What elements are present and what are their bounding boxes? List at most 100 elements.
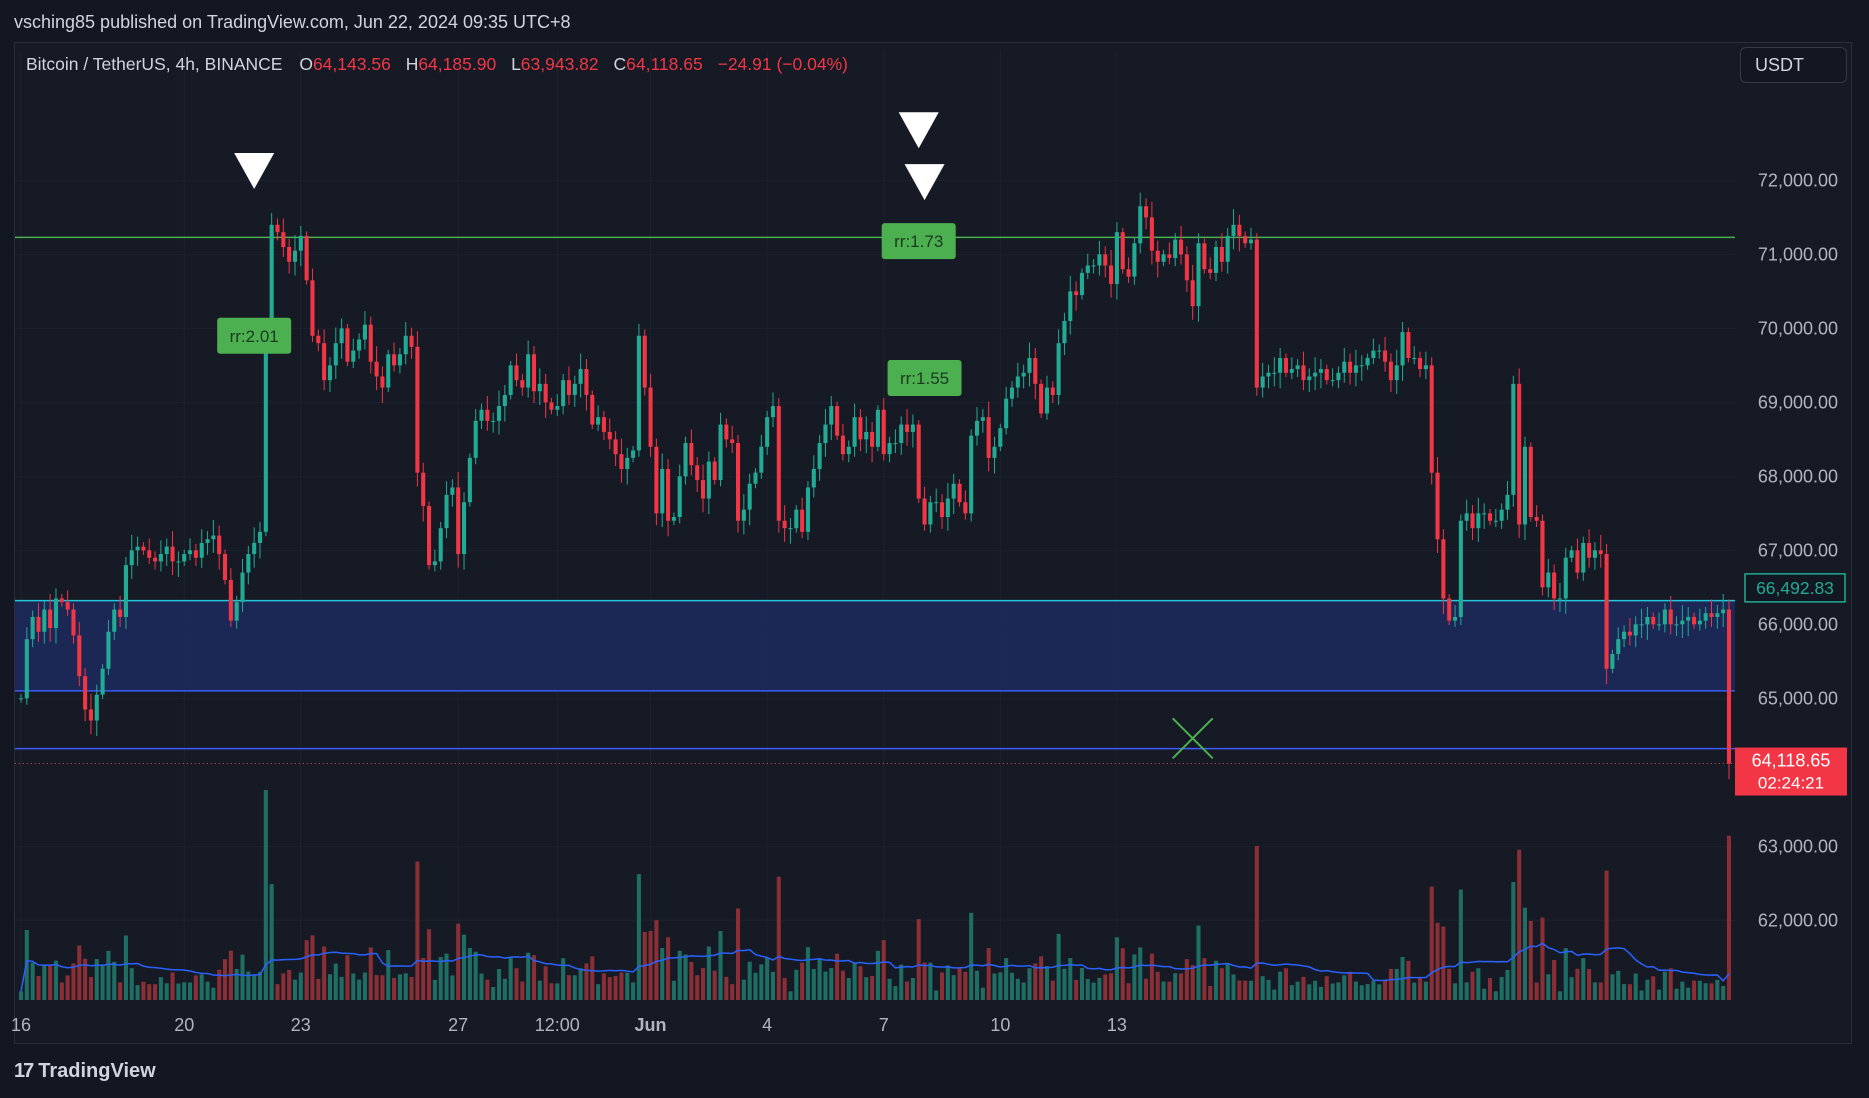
volume-bar xyxy=(735,908,741,1000)
volume-bar xyxy=(601,973,606,1000)
volume-bar xyxy=(1622,984,1627,1000)
candle-body xyxy=(53,598,59,629)
candle-body xyxy=(1668,609,1673,625)
sell-marker-icon[interactable] xyxy=(898,112,939,149)
sell-marker-icon[interactable] xyxy=(234,152,275,189)
rr-badge[interactable] xyxy=(881,223,956,260)
candle-body xyxy=(671,517,676,521)
chart-frame[interactable] xyxy=(14,42,1852,1044)
volume-bar xyxy=(327,974,332,1000)
volume-bar xyxy=(823,971,828,1000)
volume-bar xyxy=(345,955,350,1000)
candle-body xyxy=(631,450,636,458)
support-zone[interactable] xyxy=(15,600,1735,691)
candle-body xyxy=(205,539,210,543)
volume-bar xyxy=(1237,980,1242,1000)
volume-bar xyxy=(1307,984,1312,1000)
candle-body xyxy=(281,232,286,247)
volume-bar xyxy=(147,984,152,1000)
rr-badge[interactable] xyxy=(887,359,962,396)
volume-bar xyxy=(1313,980,1318,1000)
candle-body xyxy=(636,335,641,451)
candle-body xyxy=(18,698,24,700)
candle-body xyxy=(164,546,169,555)
volume-bar xyxy=(700,968,706,1000)
candle-body xyxy=(1633,624,1638,636)
candle-body xyxy=(1447,598,1452,621)
volume-bar xyxy=(578,968,583,1000)
candle-body xyxy=(1231,224,1236,236)
y-axis-tick-label: 66,000.00 xyxy=(1758,614,1838,634)
volume-bar xyxy=(1353,981,1358,1000)
volume-bar xyxy=(211,987,216,1000)
volume-bar xyxy=(1272,989,1277,1000)
currency-button[interactable]: USDT xyxy=(1740,47,1847,83)
candle-body xyxy=(392,354,397,366)
candle-body xyxy=(456,487,461,555)
candle-body xyxy=(316,335,321,344)
candle-body xyxy=(858,417,863,440)
volume-bar xyxy=(939,972,945,1000)
candle-body xyxy=(1598,550,1603,555)
volume-bar xyxy=(910,978,915,1000)
volume-bar xyxy=(992,973,997,1000)
cross-marker-icon[interactable] xyxy=(1171,717,1214,759)
volume-bar xyxy=(1050,980,1055,1000)
candle-body xyxy=(957,483,962,503)
candle-body xyxy=(467,457,472,503)
y-axis-tick-label: 71,000.00 xyxy=(1758,244,1838,264)
candle-body xyxy=(1318,369,1323,373)
candle-body xyxy=(1575,550,1580,573)
volume-bar xyxy=(916,919,921,1000)
rr-badge[interactable] xyxy=(217,317,292,354)
candle-body xyxy=(1569,550,1574,558)
candle-body xyxy=(1715,613,1720,617)
candle-body xyxy=(1062,320,1067,344)
candle-body xyxy=(36,616,41,632)
volume-bar xyxy=(222,959,228,1000)
candle-body xyxy=(543,383,548,403)
tradingview-logo[interactable]: 17 TradingView xyxy=(14,1060,156,1083)
candle-body xyxy=(485,409,490,421)
candle-body xyxy=(1522,446,1528,525)
volume-bar xyxy=(374,975,379,1000)
open-label: O xyxy=(299,54,313,74)
volume-bar xyxy=(392,977,397,1000)
volume-bar xyxy=(1202,958,1207,1000)
volume-bar xyxy=(298,972,303,1000)
volume-bar xyxy=(1097,977,1102,1000)
candle-body xyxy=(1021,372,1026,377)
volume-bar xyxy=(683,954,688,1000)
volume-bar xyxy=(30,962,35,1000)
candle-body xyxy=(275,224,280,233)
candle-body xyxy=(945,498,950,518)
volume-bar xyxy=(677,950,682,1000)
volume-bar xyxy=(636,874,641,1000)
candle-body xyxy=(590,394,595,425)
candle-body xyxy=(881,409,886,455)
volume-bar xyxy=(36,976,41,1000)
candle-body xyxy=(1557,598,1562,600)
volume-bar xyxy=(1039,956,1044,1000)
x-axis-tick-label: 20 xyxy=(174,1015,194,1035)
candle-body xyxy=(252,542,257,555)
volume-bar xyxy=(1569,977,1574,1000)
candle-body xyxy=(864,431,869,440)
candle-body xyxy=(380,376,385,388)
volume-bar xyxy=(660,947,665,1000)
volume-bar xyxy=(1511,882,1516,1000)
candle-body xyxy=(222,554,228,580)
sell-marker-icon[interactable] xyxy=(904,164,945,201)
rr-badge-label: rr:1.73 xyxy=(894,232,943,251)
volume-bar xyxy=(893,986,898,1000)
volume-bar xyxy=(112,961,117,1000)
candle-body xyxy=(176,561,181,563)
volume-bar xyxy=(1697,980,1702,1000)
current-price-tag[interactable] xyxy=(1735,747,1847,796)
volume-bar xyxy=(1074,979,1079,1000)
volume-bar xyxy=(123,935,128,1000)
volume-bar xyxy=(77,945,82,1000)
level-price-tag[interactable] xyxy=(1744,573,1846,603)
candle-body xyxy=(71,609,76,636)
